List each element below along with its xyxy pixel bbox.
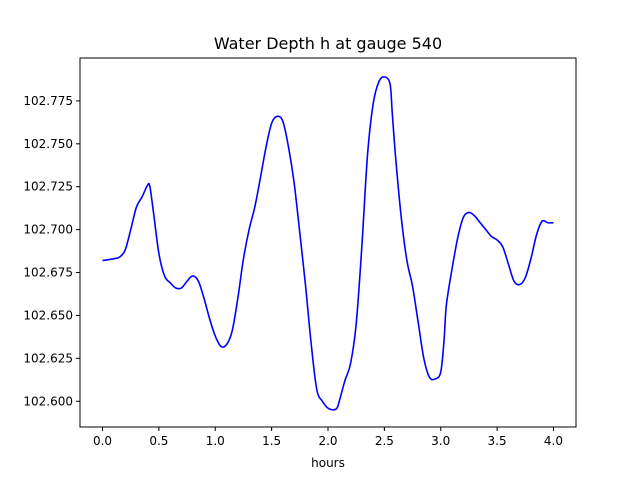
- y-tick-label: 102.675: [23, 266, 73, 280]
- y-tick-label: 102.700: [23, 223, 73, 237]
- x-tick-label: 2.0: [318, 434, 337, 448]
- x-tick-label: 0.0: [93, 434, 112, 448]
- x-tick-label: 0.5: [149, 434, 168, 448]
- series-layer: [102, 76, 554, 411]
- x-tick-label: 3.0: [431, 434, 450, 448]
- y-tick-label: 102.600: [23, 394, 73, 408]
- water-depth-line: [102, 76, 554, 411]
- x-tick-label: 1.0: [206, 434, 225, 448]
- y-tick-label: 102.625: [23, 351, 73, 365]
- x-axis-label: hours: [311, 456, 345, 470]
- x-axis-ticks: 0.0 0.5 1.0 1.5 2.0 2.5 3.0 3.5 4.0: [93, 427, 563, 448]
- plot-area-frame: [79, 57, 577, 428]
- x-tick-label: 4.0: [544, 434, 563, 448]
- y-tick-label: 102.775: [23, 94, 73, 108]
- y-tick-label: 102.750: [23, 137, 73, 151]
- y-axis-ticks: 102.600 102.625 102.650 102.675 102.700 102.7…: [23, 94, 80, 408]
- x-tick-label: 2.5: [375, 434, 394, 448]
- chart-title: Water Depth h at gauge 540: [214, 34, 442, 53]
- x-tick-label: 3.5: [488, 434, 507, 448]
- x-tick-label: 1.5: [262, 434, 281, 448]
- y-tick-label: 102.650: [23, 308, 73, 322]
- y-tick-label: 102.725: [23, 180, 73, 194]
